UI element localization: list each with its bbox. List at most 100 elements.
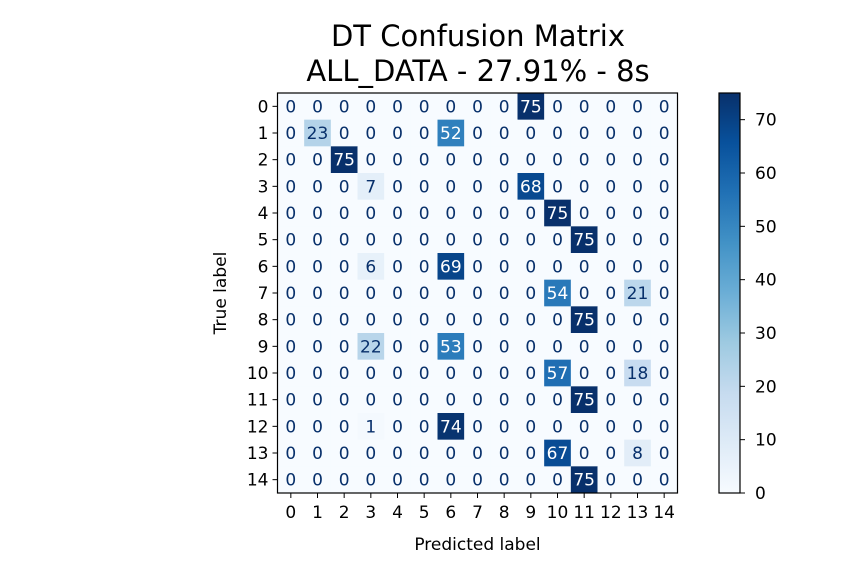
matrix-cell bbox=[624, 279, 652, 307]
matrix-cell bbox=[464, 119, 492, 147]
matrix-cell-value: 0 bbox=[285, 337, 296, 357]
matrix-cell bbox=[277, 199, 305, 227]
y-tick-label: 11 bbox=[247, 391, 269, 411]
matrix-cell-value: 0 bbox=[392, 471, 403, 491]
matrix-cell-value: 57 bbox=[547, 364, 569, 384]
matrix-cell-value: 0 bbox=[392, 177, 403, 197]
matrix-cell-value: 0 bbox=[472, 391, 483, 411]
matrix-cell-value: 0 bbox=[579, 444, 590, 464]
y-tick-label: 9 bbox=[258, 337, 269, 357]
matrix-cell bbox=[517, 306, 545, 334]
matrix-cell-value: 0 bbox=[525, 364, 536, 384]
matrix-cell-value: 0 bbox=[472, 284, 483, 304]
matrix-cell bbox=[384, 466, 412, 494]
matrix-cell bbox=[517, 253, 545, 280]
matrix-cell bbox=[464, 386, 492, 414]
matrix-cell bbox=[384, 279, 412, 307]
matrix-cell-value: 0 bbox=[525, 417, 536, 437]
matrix-cell bbox=[570, 333, 598, 360]
matrix-cell-value: 0 bbox=[472, 337, 483, 357]
matrix-cell-value: 0 bbox=[339, 444, 350, 464]
matrix-cell bbox=[624, 226, 652, 254]
matrix-cell-value: 0 bbox=[419, 284, 430, 304]
matrix-cell bbox=[410, 413, 438, 440]
matrix-cell-value: 0 bbox=[659, 471, 670, 491]
matrix-cell-value: 0 bbox=[605, 444, 616, 464]
y-tick-label: 7 bbox=[258, 284, 269, 304]
matrix-cell-value: 23 bbox=[307, 124, 329, 144]
matrix-cell-value: 0 bbox=[472, 231, 483, 251]
matrix-cell bbox=[570, 146, 598, 174]
matrix-cell-value: 0 bbox=[659, 204, 670, 224]
matrix-cell-value: 0 bbox=[445, 364, 456, 384]
matrix-cell-value: 0 bbox=[499, 97, 510, 117]
matrix-cell bbox=[464, 146, 492, 174]
matrix-cell bbox=[597, 226, 625, 254]
matrix-cell-value: 6 bbox=[365, 257, 376, 277]
matrix-cell bbox=[624, 119, 652, 147]
matrix-cell-value: 0 bbox=[419, 257, 430, 277]
matrix-cell-value: 0 bbox=[419, 337, 430, 357]
matrix-cell-value: 0 bbox=[499, 391, 510, 411]
matrix-cell-value: 0 bbox=[659, 417, 670, 437]
matrix-cell bbox=[410, 386, 438, 414]
matrix-cell bbox=[517, 226, 545, 254]
matrix-cell-value: 0 bbox=[579, 284, 590, 304]
y-tick-label: 3 bbox=[258, 177, 269, 197]
matrix-cell bbox=[570, 173, 598, 200]
matrix-cell-value: 0 bbox=[312, 444, 323, 464]
matrix-cell bbox=[597, 466, 625, 494]
matrix-cell bbox=[597, 413, 625, 440]
matrix-cell bbox=[410, 359, 438, 387]
matrix-cell-value: 0 bbox=[552, 257, 563, 277]
matrix-cell-value: 0 bbox=[392, 364, 403, 384]
matrix-cell bbox=[277, 359, 305, 387]
matrix-cell-value: 0 bbox=[365, 444, 376, 464]
matrix-cell-value: 0 bbox=[472, 124, 483, 144]
matrix-cell-value: 0 bbox=[525, 151, 536, 171]
matrix-cell-value: 0 bbox=[525, 471, 536, 491]
matrix-cell bbox=[490, 333, 518, 360]
x-tick-label: 10 bbox=[547, 503, 569, 523]
matrix-cell bbox=[437, 93, 465, 120]
matrix-cell bbox=[650, 306, 678, 334]
matrix-cell-value: 0 bbox=[419, 417, 430, 437]
matrix-cell bbox=[437, 306, 465, 334]
matrix-cell bbox=[357, 333, 385, 360]
matrix-cell bbox=[304, 173, 332, 200]
matrix-cell-value: 0 bbox=[605, 311, 616, 331]
colorbar-ticks: 0 10 20 30 40 50 60 70 bbox=[740, 111, 777, 504]
matrix-cell bbox=[330, 466, 358, 494]
matrix-cell bbox=[597, 306, 625, 334]
matrix-cell bbox=[570, 93, 598, 120]
matrix-cell-value: 0 bbox=[525, 124, 536, 144]
matrix-cell bbox=[384, 173, 412, 200]
matrix-cell bbox=[490, 146, 518, 174]
matrix-cell bbox=[357, 226, 385, 254]
matrix-cell-value: 0 bbox=[445, 311, 456, 331]
matrix-cell-value: 0 bbox=[659, 284, 670, 304]
matrix-cell bbox=[597, 386, 625, 414]
matrix-cell-value: 0 bbox=[605, 471, 616, 491]
matrix-cell-value: 0 bbox=[472, 257, 483, 277]
matrix-cell bbox=[490, 173, 518, 200]
matrix-cell bbox=[490, 199, 518, 227]
matrix-cell bbox=[384, 333, 412, 360]
x-tick-label: 9 bbox=[525, 503, 536, 523]
matrix-cell bbox=[624, 253, 652, 280]
matrix-cell bbox=[517, 333, 545, 360]
matrix-cell-value: 0 bbox=[285, 177, 296, 197]
x-tick-label: 2 bbox=[339, 503, 350, 523]
matrix-cell-value: 0 bbox=[632, 151, 643, 171]
matrix-cell-value: 0 bbox=[285, 257, 296, 277]
x-tick-label: 4 bbox=[392, 503, 403, 523]
matrix-cell bbox=[330, 413, 358, 440]
matrix-cell-value: 0 bbox=[312, 257, 323, 277]
matrix-cell bbox=[517, 146, 545, 174]
matrix-cell-value: 0 bbox=[579, 151, 590, 171]
matrix-cell-value: 0 bbox=[499, 231, 510, 251]
matrix-cell bbox=[597, 93, 625, 120]
matrix-cell-value: 0 bbox=[579, 204, 590, 224]
matrix-cell-value: 0 bbox=[445, 97, 456, 117]
matrix-cell bbox=[304, 386, 332, 414]
